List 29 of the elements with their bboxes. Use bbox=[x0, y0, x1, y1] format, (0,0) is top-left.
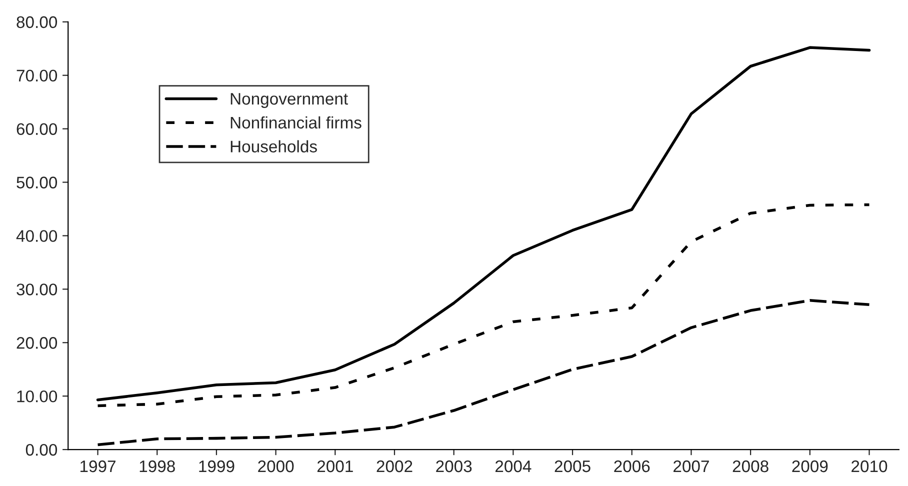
x-tick-label: 1997 bbox=[80, 460, 116, 472]
x-tick-label: 2001 bbox=[317, 460, 353, 472]
legend-label: Nonfinancial firms bbox=[230, 116, 362, 129]
y-tick-label: 30.00 bbox=[16, 284, 58, 296]
y-tick-label: 50.00 bbox=[16, 176, 58, 188]
y-tick-label: 10.00 bbox=[17, 390, 58, 402]
x-tick-label: 2007 bbox=[674, 460, 709, 472]
y-tick-label: 80.00 bbox=[16, 16, 58, 28]
x-tick-label: 1999 bbox=[199, 460, 234, 472]
x-tick-label: 2005 bbox=[554, 460, 590, 472]
x-tick-label: 2006 bbox=[614, 460, 650, 472]
line-series bbox=[96, 299, 871, 446]
x-tick-label: 2003 bbox=[436, 460, 472, 472]
x-tick-label: 2004 bbox=[495, 460, 532, 472]
y-tick-label: 40.00 bbox=[16, 230, 58, 242]
y-tick-label: 20.00 bbox=[16, 337, 58, 349]
x-tick-label: 2010 bbox=[852, 460, 888, 472]
legend-label: Households bbox=[230, 140, 317, 152]
x-tick-label: 1998 bbox=[140, 460, 175, 472]
x-tick-label: 2000 bbox=[258, 460, 294, 472]
x-tick-label: 2002 bbox=[376, 460, 412, 472]
x-tick-label: 2008 bbox=[732, 460, 768, 472]
x-tick-label: 2009 bbox=[792, 460, 828, 472]
y-tick-label: 70.00 bbox=[16, 70, 58, 82]
y-tick-label: 0.00 bbox=[26, 444, 58, 456]
line-series bbox=[96, 203, 871, 408]
y-tick-label: 60.00 bbox=[16, 123, 58, 135]
legend-label: Nongovernment bbox=[230, 93, 348, 108]
line-series bbox=[96, 46, 871, 402]
